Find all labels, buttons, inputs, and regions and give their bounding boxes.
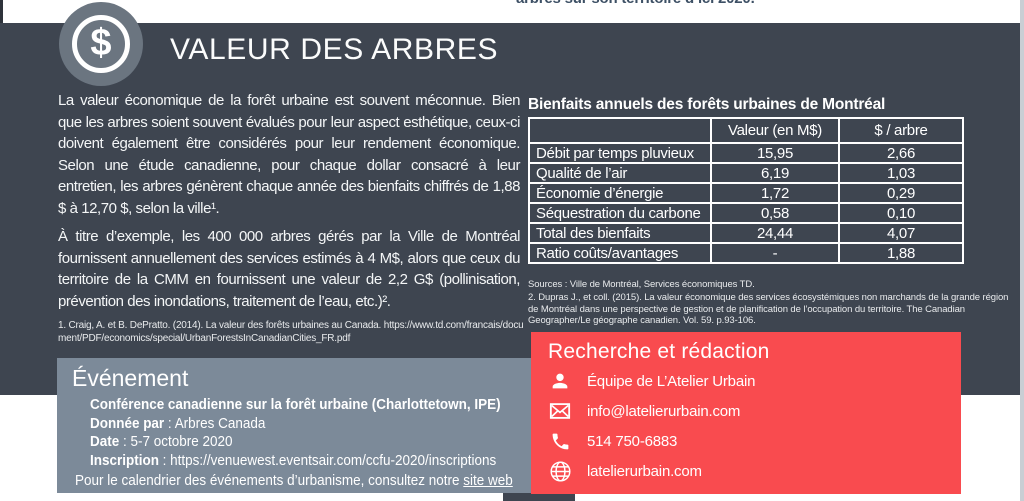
contact-item-website: latelierurbain.com bbox=[548, 456, 961, 486]
table-row: Qualité de l’air 6,19 1,03 bbox=[528, 162, 964, 184]
table-header-row: Valeur (en M$) $ / arbre bbox=[528, 117, 964, 144]
table-row-total: Total des bienfaits 24,44 4,07 bbox=[528, 222, 964, 244]
site-web-link[interactable]: site web bbox=[463, 473, 513, 489]
person-icon bbox=[548, 370, 572, 392]
footnote-2: 2. Dupras J., et coll. (2015). La valeur… bbox=[528, 292, 1009, 326]
header-empty bbox=[528, 117, 712, 144]
table-row: Débit par temps pluvieux 15,95 2,66 bbox=[528, 142, 964, 164]
table-row-ratio: Ratio coûts/avantages - 1,88 bbox=[528, 242, 964, 264]
phone-icon bbox=[548, 431, 572, 452]
contact-panel: Recherche et rédaction Équipe de L’Ateli… bbox=[531, 332, 961, 494]
dollar-icon: $ bbox=[72, 15, 130, 73]
intro-paragraph-2: À titre d’exemple, les 400 000 arbres gé… bbox=[58, 228, 520, 310]
header-valeur: Valeur (en M$) bbox=[710, 117, 840, 144]
table-sources: Sources : Ville de Montréal, Services éc… bbox=[528, 279, 755, 290]
globe-icon bbox=[548, 460, 572, 483]
registration-url: https://venuewest.eventsair.com/ccfu-202… bbox=[170, 452, 497, 469]
window-left-edge bbox=[0, 0, 3, 23]
contact-item-email: info@latelierurbain.com bbox=[548, 396, 961, 426]
benefits-table-title: Bienfaits annuels des forêts urbaines de… bbox=[528, 96, 886, 113]
header-par-arbre: $ / arbre bbox=[838, 117, 964, 144]
contact-item-team: Équipe de L’Atelier Urbain bbox=[548, 366, 961, 396]
contact-item-phone: 514 750-6883 bbox=[548, 426, 961, 456]
contact-title: Recherche et rédaction bbox=[548, 340, 770, 363]
event-field-organizer: Donnée par : Arbres Canada bbox=[90, 415, 266, 432]
clipped-previous-text: arbres sur son territoire d’ici 2020. bbox=[516, 0, 755, 7]
page-title: VALEUR DES ARBRES bbox=[170, 33, 499, 66]
intro-paragraph-1: La valeur économique de la forêt urbaine… bbox=[58, 92, 520, 217]
footnote-1: 1. Craig, A. et B. DePratto. (2014). La … bbox=[58, 320, 524, 344]
dollar-badge: $ bbox=[59, 2, 143, 86]
table-row: Séquestration du carbone 0,58 0,10 bbox=[528, 202, 964, 224]
event-panel: Événement Conférence canadienne sur la f… bbox=[57, 358, 531, 493]
event-title: Événement bbox=[72, 365, 189, 391]
event-conference: Conférence canadienne sur la forêt urbai… bbox=[90, 397, 501, 413]
page-edge-strip bbox=[1020, 0, 1024, 501]
event-field-date: Date : 5-7 octobre 2020 bbox=[90, 434, 233, 450]
event-footer: Pour le calendrier des événements d’urba… bbox=[75, 473, 513, 489]
benefits-table: Valeur (en M$) $ / arbre Débit par temps… bbox=[528, 117, 964, 264]
event-field-registration: Inscription : https://venuewest.eventsai… bbox=[90, 452, 497, 469]
mail-icon bbox=[548, 400, 572, 422]
table-row: Économie d’énergie 1,72 0,29 bbox=[528, 182, 964, 204]
